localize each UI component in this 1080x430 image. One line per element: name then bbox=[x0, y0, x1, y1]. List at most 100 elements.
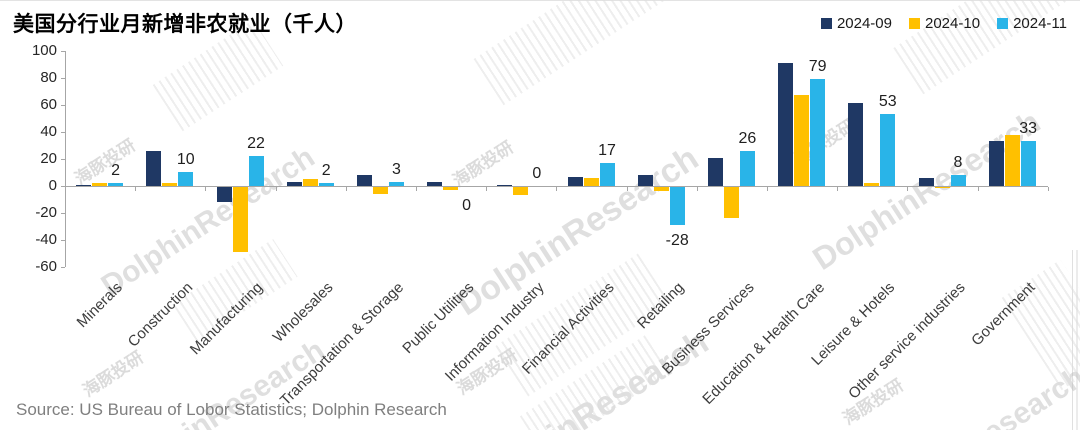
y-axis-line bbox=[65, 50, 66, 268]
category-label: Public Utilities bbox=[399, 279, 478, 358]
category-label: Manufacturing bbox=[187, 279, 267, 359]
legend-item-2024-11: 2024-11 bbox=[997, 15, 1067, 32]
bar bbox=[232, 187, 248, 253]
x-axis-tick bbox=[977, 187, 979, 191]
category-label: Education & Health Care bbox=[699, 279, 829, 408]
bar bbox=[599, 162, 615, 186]
bar bbox=[707, 157, 723, 186]
y-axis-tick-label: 0 bbox=[48, 177, 57, 194]
source-note: Source: US Bureau of Lobor Statistics; D… bbox=[16, 400, 447, 419]
x-axis-tick bbox=[345, 187, 347, 191]
data-label: 22 bbox=[247, 135, 265, 153]
x-axis-tick bbox=[696, 187, 698, 191]
y-axis-tick-label: -40 bbox=[35, 231, 57, 249]
bar bbox=[1004, 134, 1020, 186]
y-axis-tick-label: -20 bbox=[35, 204, 57, 222]
legend-label: 2024-09 bbox=[836, 15, 892, 32]
legend: 2024-09 2024-10 2024-11 bbox=[820, 15, 1067, 32]
data-label: -28 bbox=[665, 231, 689, 249]
x-axis-zero-line bbox=[65, 186, 1048, 187]
data-label: 0 bbox=[532, 165, 542, 182]
x-axis-tick bbox=[275, 187, 277, 191]
x-axis-tick bbox=[486, 187, 488, 191]
y-axis-tick bbox=[61, 50, 65, 52]
bar bbox=[880, 114, 896, 186]
bar bbox=[318, 183, 334, 186]
x-axis-tick bbox=[135, 187, 137, 191]
bar bbox=[669, 187, 685, 225]
legend-item-2024-09: 2024-09 bbox=[820, 15, 892, 32]
bar bbox=[372, 187, 388, 194]
y-axis-tick-label: 20 bbox=[40, 149, 57, 167]
bar bbox=[864, 183, 880, 186]
y-axis-tick-label: 60 bbox=[40, 95, 57, 113]
y-axis-tick bbox=[61, 267, 65, 269]
bar bbox=[427, 181, 443, 186]
y-axis-tick-label: 100 bbox=[31, 41, 57, 59]
y-axis-tick bbox=[61, 77, 65, 79]
y-axis-tick-label: 80 bbox=[40, 68, 57, 86]
bar bbox=[356, 175, 372, 186]
data-label: 33 bbox=[1019, 120, 1038, 138]
bar bbox=[513, 187, 529, 196]
bar bbox=[108, 183, 124, 186]
data-label: 53 bbox=[878, 93, 897, 111]
data-label: 26 bbox=[738, 129, 757, 147]
data-label: 2 bbox=[111, 162, 121, 180]
legend-swatch-icon bbox=[909, 18, 920, 29]
bar bbox=[302, 179, 318, 186]
category-label: Transportation & Storage bbox=[276, 279, 407, 410]
bar bbox=[918, 177, 934, 186]
bar bbox=[92, 183, 108, 186]
bar bbox=[848, 103, 864, 186]
bar bbox=[1020, 141, 1036, 186]
category-label: Government bbox=[968, 279, 1039, 350]
data-label: 17 bbox=[598, 141, 616, 159]
category-label: Other service industries bbox=[845, 279, 969, 403]
data-label: 79 bbox=[808, 57, 827, 75]
category-label: Minerals bbox=[74, 279, 127, 332]
bar bbox=[794, 95, 810, 186]
x-axis-tick bbox=[65, 187, 66, 191]
bar bbox=[248, 156, 264, 186]
legend-label: 2024-11 bbox=[1013, 15, 1067, 32]
category-label: Construction bbox=[124, 279, 197, 351]
data-label: 3 bbox=[391, 160, 401, 178]
bar bbox=[637, 175, 653, 186]
bar bbox=[178, 172, 194, 186]
bar bbox=[988, 141, 1004, 186]
bar bbox=[567, 176, 583, 186]
x-axis-tick bbox=[416, 187, 417, 191]
y-axis-tick-label: 40 bbox=[40, 122, 57, 140]
legend-swatch-icon bbox=[820, 18, 832, 29]
bar bbox=[146, 150, 162, 186]
y-axis-tick bbox=[61, 240, 65, 242]
bar bbox=[810, 78, 826, 186]
bar bbox=[286, 181, 302, 186]
bar bbox=[950, 175, 966, 186]
bar bbox=[497, 184, 513, 186]
y-axis-tick bbox=[61, 131, 65, 133]
bar bbox=[162, 183, 178, 186]
data-label: 8 bbox=[953, 154, 963, 172]
x-axis-tick bbox=[907, 187, 909, 191]
bar bbox=[739, 150, 755, 186]
x-axis-tick bbox=[767, 187, 768, 191]
data-label: 0 bbox=[462, 196, 472, 214]
category-label: Wholesales bbox=[269, 279, 337, 346]
data-label: 10 bbox=[176, 151, 195, 169]
x-axis-tick bbox=[1047, 187, 1049, 191]
x-axis-tick bbox=[556, 187, 558, 191]
data-label: 2 bbox=[321, 162, 331, 180]
x-axis-tick bbox=[205, 187, 207, 191]
bar bbox=[934, 187, 950, 189]
bar bbox=[76, 184, 92, 186]
bar bbox=[443, 187, 459, 190]
x-axis-tick bbox=[626, 187, 628, 191]
y-axis-tick bbox=[61, 213, 65, 215]
bar bbox=[778, 62, 794, 186]
y-axis-tick bbox=[61, 104, 65, 106]
x-axis-tick bbox=[837, 187, 839, 191]
